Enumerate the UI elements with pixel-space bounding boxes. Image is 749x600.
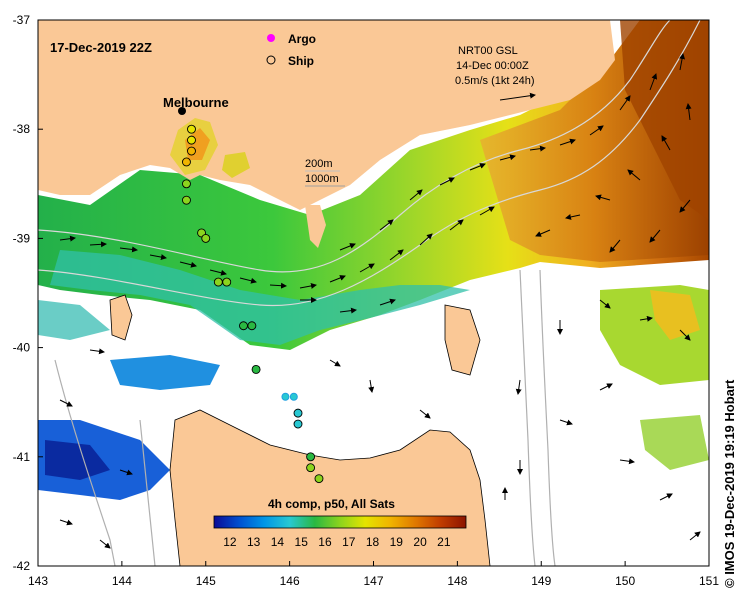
colorbar-tick-label: 15 <box>295 535 309 549</box>
x-tick-label: 149 <box>531 574 551 588</box>
argo-floats <box>281 392 298 401</box>
colorbar-tick-label: 13 <box>247 535 261 549</box>
sst-hot-core <box>620 20 709 220</box>
ship-station-marker <box>213 277 223 287</box>
colorbar-tick-label: 14 <box>271 535 285 549</box>
sst-patch-east-warm <box>650 290 700 340</box>
x-tick-label: 144 <box>112 574 132 588</box>
sst-cool-patch <box>50 250 470 345</box>
y-tick-label: -39 <box>13 231 31 245</box>
ship-station-marker <box>222 277 232 287</box>
x-tick-label: 148 <box>447 574 467 588</box>
ship-station-marker <box>187 146 196 156</box>
ship-legend-label: Ship <box>288 54 314 68</box>
colorbar-tick-label: 12 <box>223 535 237 549</box>
ship-station-marker <box>187 124 196 134</box>
colorbar-title: 4h comp, p50, All Sats <box>268 497 395 511</box>
x-tick-label: 145 <box>196 574 216 588</box>
colorbar-tick-label: 18 <box>366 535 380 549</box>
current-scale: 0.5m/s (1kt 24h) <box>455 75 534 87</box>
y-tick-label: -38 <box>13 122 31 136</box>
contour-west-inner <box>139 419 156 566</box>
colorbar-tick-label: 17 <box>342 535 356 549</box>
reference-arrow-scale <box>499 92 536 101</box>
current-source: NRT00 GSL <box>458 45 518 57</box>
ship-station-marker <box>201 233 211 243</box>
melbourne-marker <box>178 107 186 115</box>
sst-warm-band <box>38 20 709 350</box>
colorbar-tick-label: 19 <box>390 535 404 549</box>
king-island <box>109 294 133 341</box>
contour-east-deep <box>539 269 556 566</box>
colorbar-tick-label: 20 <box>413 535 427 549</box>
city-label: Melbourne <box>163 95 229 110</box>
ship-stations <box>182 124 324 484</box>
x-tick-label: 150 <box>615 574 635 588</box>
western-port <box>222 152 250 178</box>
y-tick-label: -41 <box>13 450 31 464</box>
colorbar-tick-label: 21 <box>437 535 451 549</box>
colorbar-tick-label: 16 <box>318 535 332 549</box>
x-axis-ticks: 143 144 145 146 147 148 149 150 151 <box>28 561 719 588</box>
y-tick-label: -42 <box>13 559 31 573</box>
y-tick-label: -40 <box>13 341 31 355</box>
sst-cold-west <box>38 420 170 500</box>
ship-station-marker <box>182 179 191 189</box>
ship-station-marker <box>251 364 261 374</box>
colorbar <box>213 515 467 529</box>
argo-legend-icon <box>267 34 275 42</box>
sst-cold-patch <box>110 355 220 390</box>
contour-200m <box>38 20 671 273</box>
y-axis-ticks: -37 -38 -39 -40 -41 -42 <box>13 13 43 573</box>
sst-patch-southeast <box>640 415 709 470</box>
ship-station-marker <box>187 135 196 145</box>
contour-west-shelf <box>54 359 116 566</box>
contour-1000m <box>38 20 701 307</box>
ship-station-marker <box>293 408 303 418</box>
sst-patch-west <box>38 300 110 340</box>
current-vectors <box>59 53 701 549</box>
contour-label-1000: 1000m <box>305 173 339 185</box>
argo-float-marker <box>289 392 298 401</box>
ship-station-marker <box>182 195 191 205</box>
date-label: 17-Dec-2019 22Z <box>50 40 152 55</box>
ship-legend-icon <box>266 55 276 65</box>
flinders-island <box>444 304 481 376</box>
current-time: 14-Dec 00:00Z <box>456 60 529 72</box>
ship-station-marker <box>306 452 316 462</box>
ship-station-marker <box>293 419 303 429</box>
x-tick-label: 147 <box>363 574 383 588</box>
y-tick-label: -37 <box>13 13 31 27</box>
ship-station-marker <box>314 474 324 484</box>
map-field <box>38 20 709 566</box>
argo-float-marker <box>281 392 290 401</box>
colorbar-ticks: 12 13 14 15 16 17 18 19 20 21 <box>223 535 451 549</box>
contour-label-200: 200m <box>305 158 333 170</box>
wilsons-promontory <box>305 205 326 248</box>
x-tick-label: 143 <box>28 574 48 588</box>
argo-legend-label: Argo <box>288 32 316 46</box>
contour-east-shelf <box>519 269 536 566</box>
x-tick-label: 151 <box>699 574 719 588</box>
x-tick-label: 146 <box>280 574 300 588</box>
ship-station-marker <box>247 321 257 331</box>
ship-station-marker <box>182 157 191 167</box>
ship-station-marker <box>239 321 248 331</box>
ship-station-marker <box>306 463 316 473</box>
sst-coldest-west <box>45 440 110 480</box>
